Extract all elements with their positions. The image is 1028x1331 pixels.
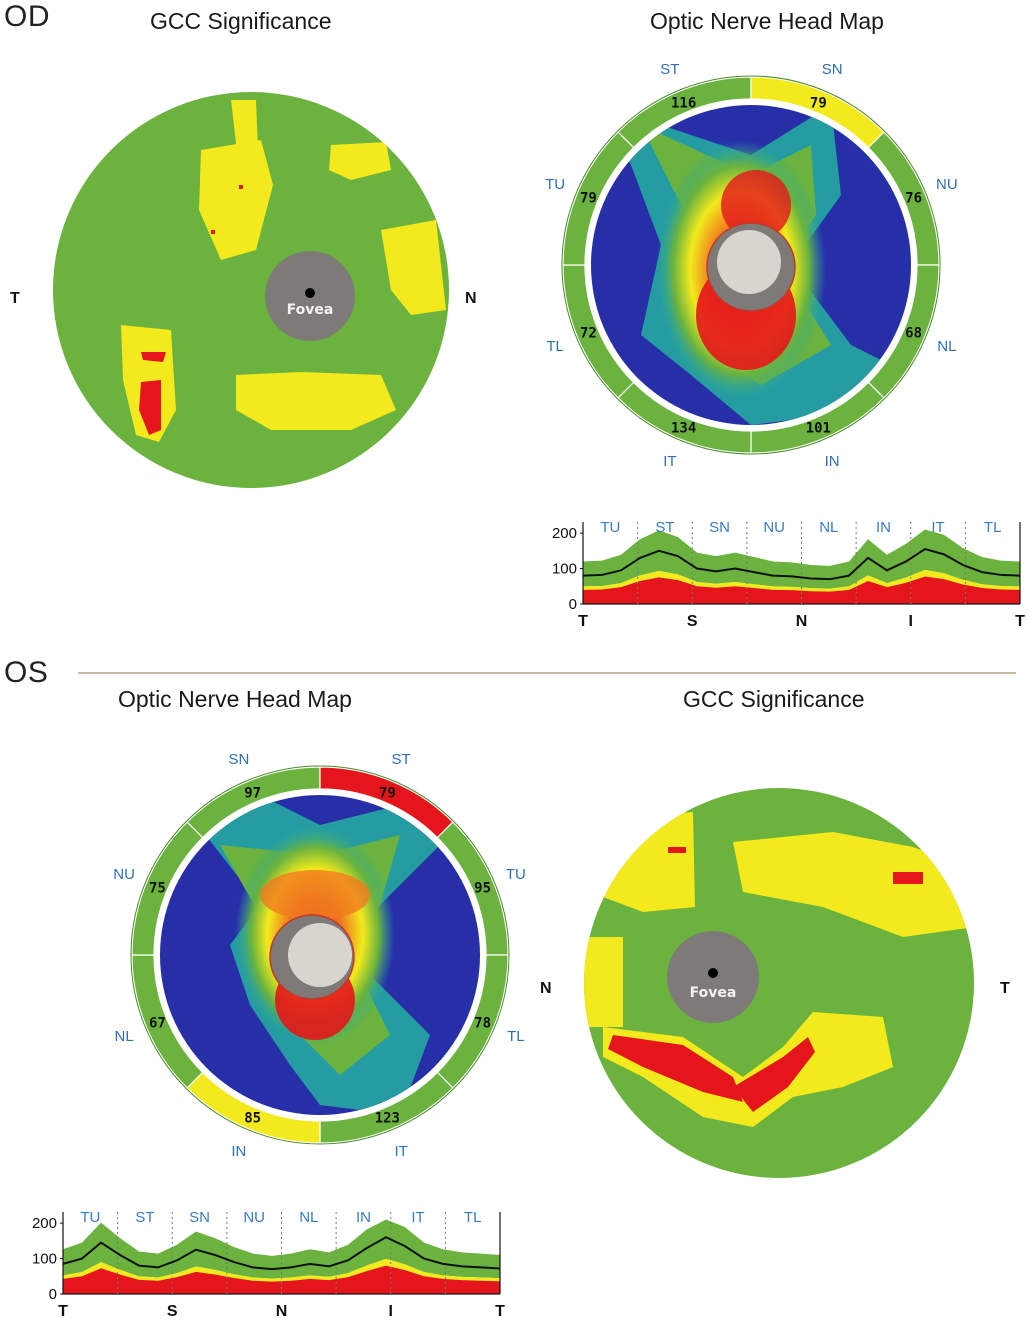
od-tsnit-sector-in: IN [876,519,891,536]
od-tsnit-sector-tu: TU [600,519,620,536]
os-sector-in-label: IN [231,1143,246,1160]
od-tsnit-ytick: 0 [569,596,577,613]
od-sector-tl-value: 72 [580,325,597,341]
os-sector-sn-label: SN [228,751,249,768]
os-sector-tl-value: 78 [474,1015,491,1031]
os-sector-nu-segment [131,821,204,956]
od-sector-in-label: IN [825,453,840,470]
os-tsnit-xtick: T [495,1303,505,1320]
od-optic-disc [717,230,781,294]
os-sector-tl-label: TL [507,1028,525,1045]
os-tsnit-ytick: 100 [32,1251,57,1268]
os-sector-sn-value: 97 [244,785,261,801]
os-gcc-significance-map: Fovea [584,788,974,1178]
od-gcc-title: GCC Significance [150,8,332,34]
os-sector-tu-value: 95 [474,881,491,897]
os-gcc-title: GCC Significance [683,686,865,712]
od-sector-nl-value: 68 [905,325,922,341]
od-onh-title: Optic Nerve Head Map [650,8,884,34]
os-tsnit-sector-nl: NL [299,1209,318,1226]
od-sector-tu-value: 79 [580,191,597,207]
os-tsnit-xtick: N [276,1303,288,1320]
os-onh-title: Optic Nerve Head Map [118,686,352,712]
od-tsnit-xtick: S [687,613,698,630]
od-sector-sn-value: 79 [810,95,827,111]
od-tsnit-xtick: T [578,613,588,630]
os-ring-values: 97 SN 79 ST 95 TU 78 TL 123 IT 85 IN 67 NL 75 NU [113,751,526,1160]
os-sector-nu-label: NU [113,866,135,883]
od-tsnit-sector-tl: TL [984,519,1002,536]
os-sector-nl-value: 67 [149,1015,166,1031]
od-sector-tu-label: TU [545,176,565,193]
os-fovea-center [708,968,718,978]
od-tsnit-ytick: 200 [552,525,577,542]
os-tsnit-xtick: S [167,1303,178,1320]
os-tsnit-thickness-line [62,1236,501,1271]
od-onh-map: 116 ST 79 SN 76 NU 68 NL 101 IN 134 IT 72 TL 79 TU [545,61,958,470]
os-sector-ring [130,765,510,1145]
od-sector-it-value: 134 [671,421,696,437]
od-sector-tl-label: TL [546,338,564,355]
od-tsnit-sector-st: ST [655,519,674,536]
os-sector-in-value: 85 [244,1111,261,1127]
os-tsnit-sector-in: IN [356,1209,371,1226]
os-tsnit-xtick: I [389,1303,393,1320]
os-tsnit-sector-tu: TU [80,1209,100,1226]
od-tsnit-thickness-line [582,547,1021,581]
od-sector-nl-label: NL [937,338,956,355]
os-tsnit-borderline-band [63,1258,500,1282]
od-tsnit-xtick: T [1015,613,1025,630]
od-sector-tu-segment [562,131,635,266]
os-eye-label: OS [4,656,49,689]
od-gcc-significance-map: Fovea [53,92,449,488]
od-tsnit-sector-it: IT [931,519,944,536]
os-tsnit-ytick: 0 [49,1286,57,1303]
od-sector-in-value: 101 [806,421,831,437]
os-sector-it-label: IT [394,1143,407,1160]
od-fovea-label: Fovea [287,302,334,318]
os-onh-map: 97 SN 79 ST 95 TU 78 TL 123 IT 85 IN 67 NL 75 NU [113,751,526,1160]
os-tsnit-sector-st: ST [135,1209,154,1226]
od-fovea-center [305,288,315,298]
os-tsnit-sector-tl: TL [464,1209,482,1226]
os-sector-nl-label: NL [115,1028,134,1045]
od-tsnit-xtick: I [909,613,913,630]
os-sector-st-value: 79 [379,785,396,801]
od-ring-values: 116 ST 79 SN 76 NU 68 NL 101 IN 134 IT 72 TL 79 TU [545,61,958,470]
os-sector-nu-value: 75 [149,881,166,897]
os-tsnit-ytick: 200 [32,1215,57,1232]
os-gcc-nasal-label: N [540,980,552,997]
od-tsnit-xtick: N [796,613,808,630]
od-sector-nu-label: NU [936,176,958,193]
od-sector-it-label: IT [663,453,676,470]
od-tsnit-sector-nu: NU [763,519,785,536]
od-sector-nu-value: 76 [905,191,922,207]
od-sector-sn-label: SN [822,61,843,78]
od-sector-ring [561,75,941,455]
os-optic-disc [288,923,352,987]
os-tsnit-sector-nu: NU [243,1209,265,1226]
od-tsnit-sector-nl: NL [819,519,838,536]
os-tsnit-xtick: T [58,1303,68,1320]
od-gcc-nasal-label: N [465,290,477,307]
os-tsnit-sector-sn: SN [189,1209,210,1226]
os-sector-it-value: 123 [375,1111,400,1127]
od-tsnit-ytick: 100 [552,561,577,578]
os-sector-st-label: ST [392,751,411,768]
os-sector-tu-label: TU [506,866,526,883]
od-eye-label: OD [4,0,50,33]
os-tsnit-sector-it: IT [411,1209,424,1226]
od-gcc-temporal-label: T [10,290,20,307]
os-gcc-temporal-label: T [1000,980,1010,997]
od-sector-st-label: ST [660,61,679,78]
od-sector-st-value: 116 [671,95,696,111]
os-fovea-label: Fovea [690,985,737,1001]
section-divider [78,672,1016,674]
od-tsnit-sector-sn: SN [709,519,730,536]
